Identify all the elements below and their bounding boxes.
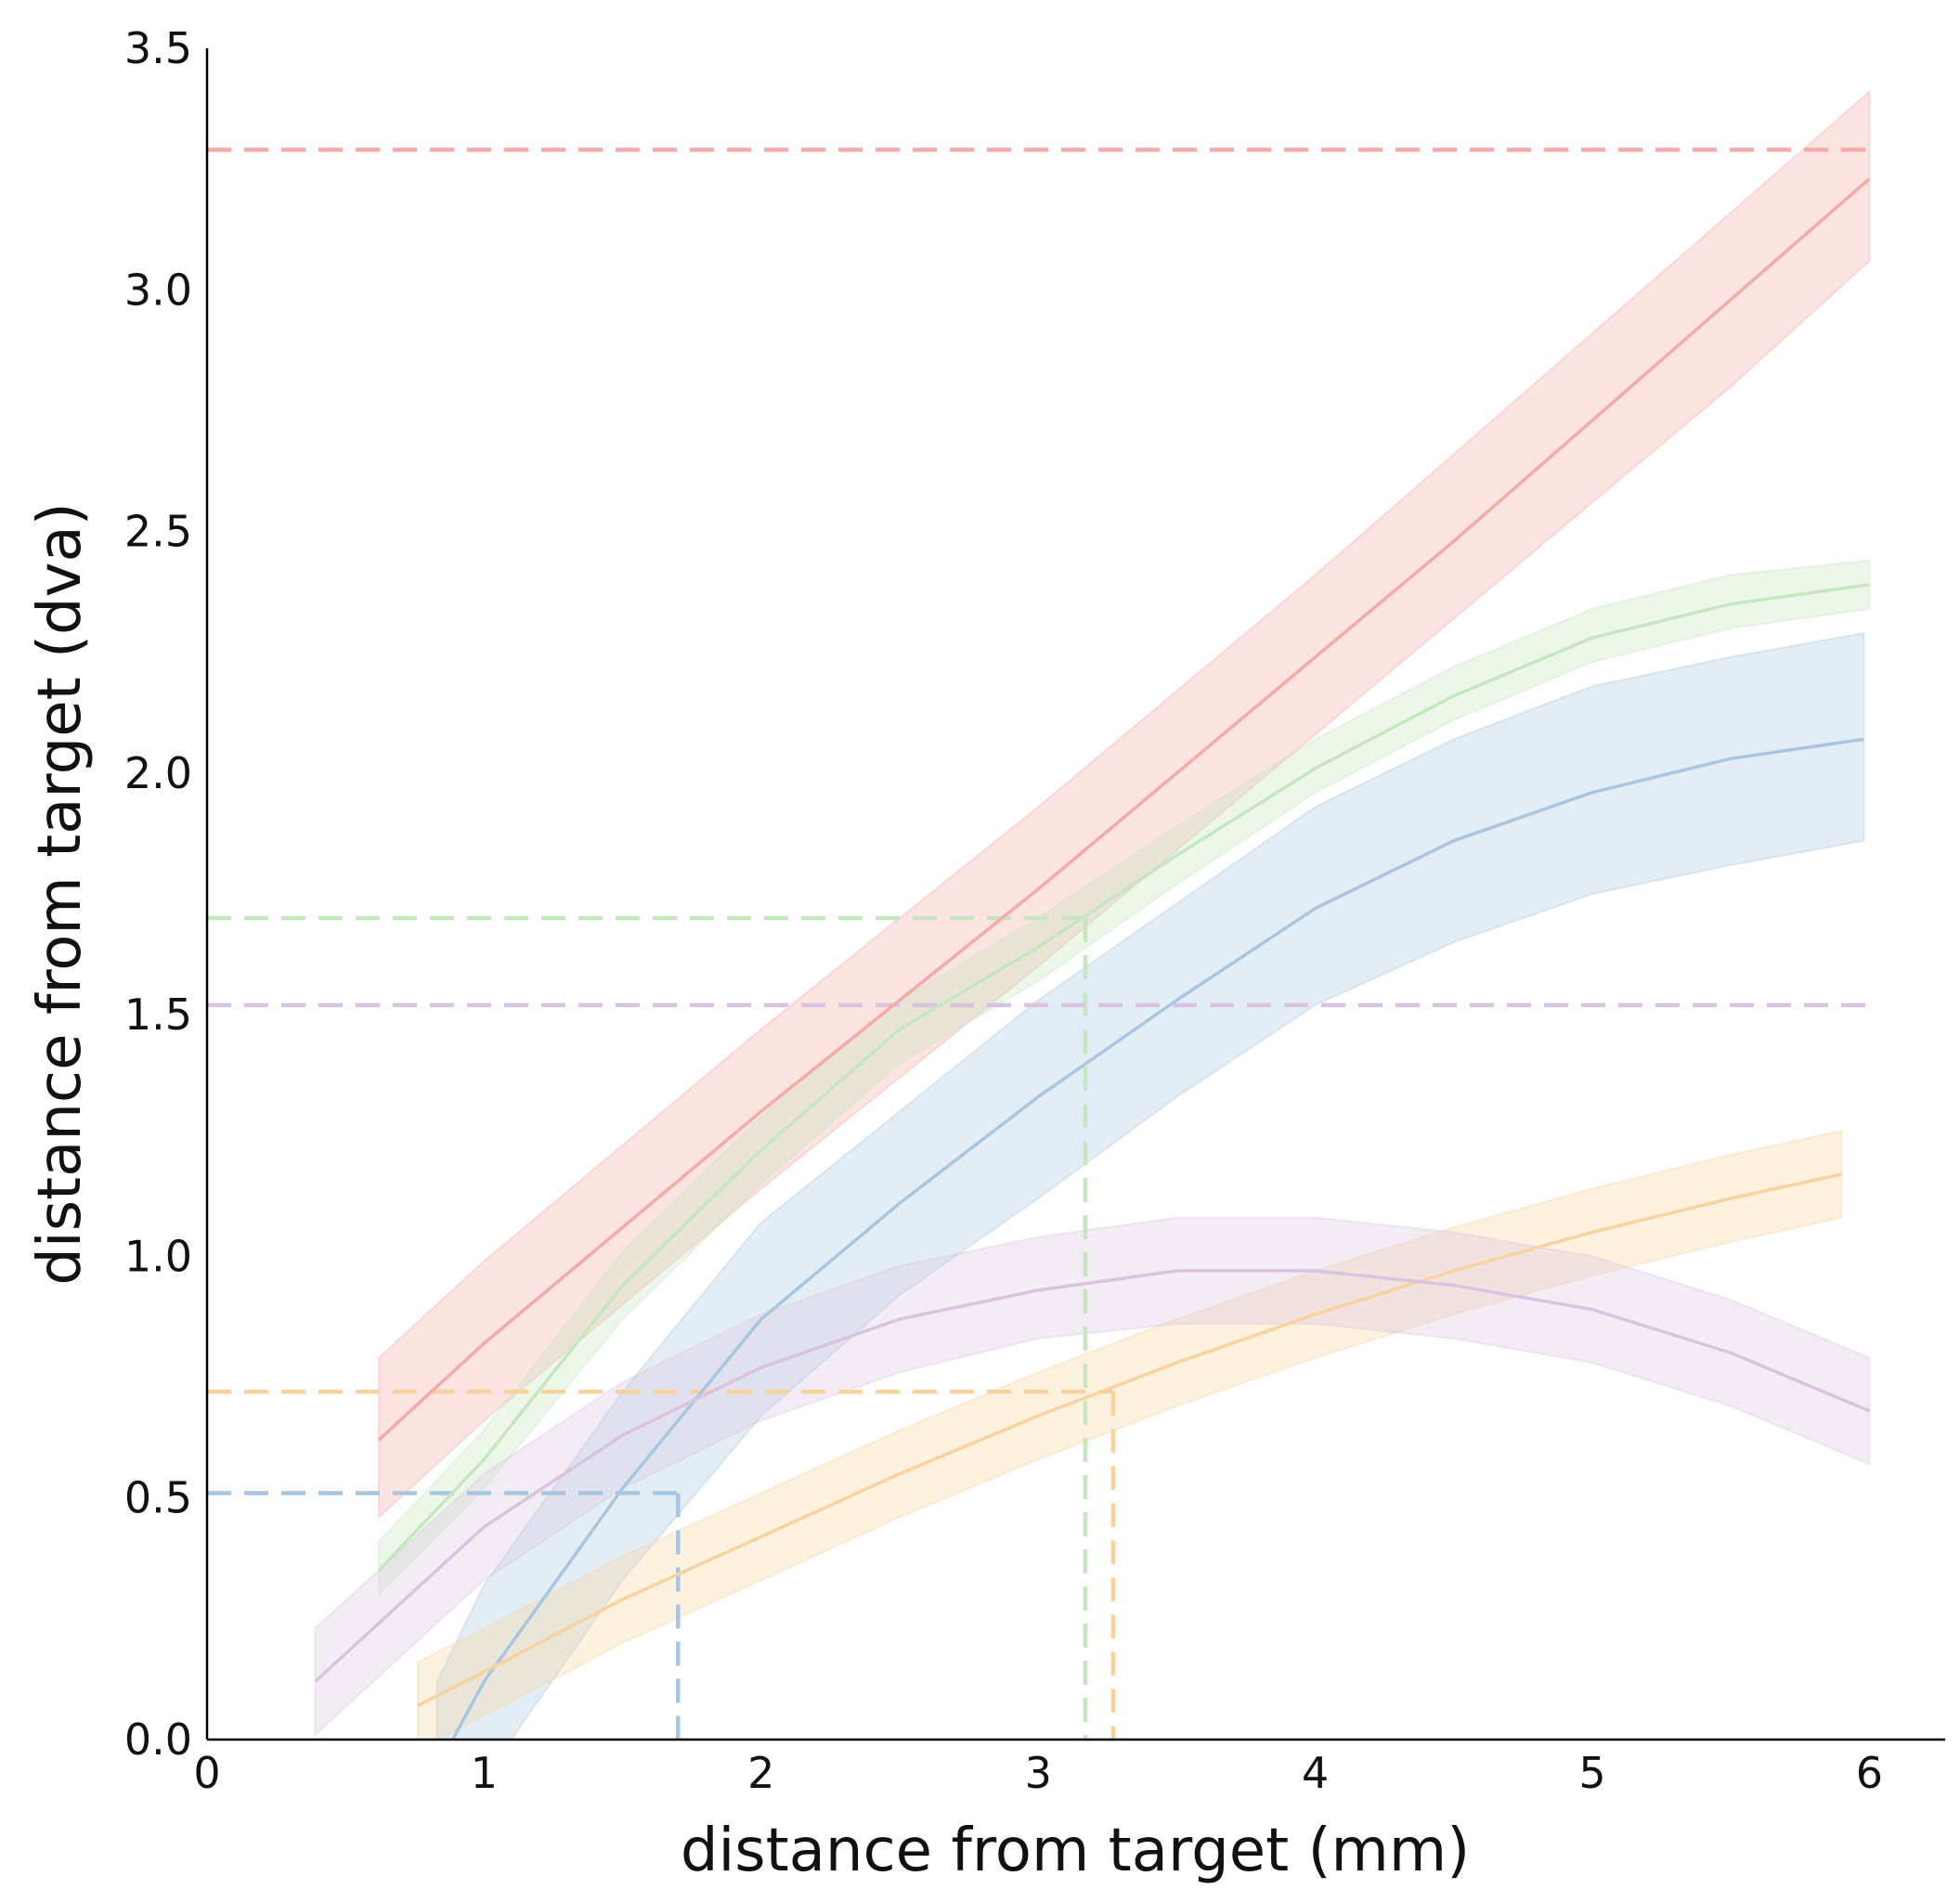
- confidence-bands: [314, 89, 1871, 1740]
- series-3-band: [435, 631, 1865, 1740]
- reference-lines: [207, 148, 1870, 1740]
- x-tick-label: 0: [193, 1748, 220, 1798]
- x-tick-label: 2: [747, 1748, 774, 1798]
- series-3-line: [450, 737, 1864, 1740]
- y-tick-label: 0.5: [124, 1473, 192, 1523]
- y-axis-title: distance from target (dva): [26, 502, 95, 1285]
- x-tick-label: 5: [1578, 1748, 1605, 1798]
- y-tick-label: 0.0: [124, 1714, 192, 1765]
- x-tick-label: 1: [471, 1748, 498, 1798]
- y-tick-label: 3.5: [124, 23, 192, 73]
- y-tick-label: 1.0: [124, 1231, 192, 1281]
- series-5-band: [314, 1216, 1871, 1738]
- x-tick-label: 4: [1302, 1748, 1329, 1798]
- series-1-line: [377, 177, 1871, 1442]
- y-tick-label: 2.0: [124, 748, 192, 798]
- series-lines: [314, 177, 1871, 1740]
- y-tick-label: 1.5: [124, 990, 192, 1040]
- series-2-line: [377, 583, 1870, 1572]
- y-tick-label: 2.5: [124, 507, 192, 557]
- y-tick-labels: 0.0 0.5 1.0 1.5 2.0 2.5 3.0 3.5: [124, 23, 192, 1765]
- y-tick-label: 3.0: [124, 265, 192, 315]
- x-axis-title: distance from target (mm): [681, 1817, 1470, 1885]
- series-5-line: [314, 1269, 1871, 1683]
- x-tick-label: 6: [1856, 1748, 1883, 1798]
- series-4-line: [417, 1172, 1842, 1708]
- axes: [205, 48, 1945, 1741]
- series-4-band: [416, 1129, 1843, 1740]
- x-tick-labels: 0 1 2 3 4 5 6: [193, 1748, 1883, 1798]
- x-tick-label: 3: [1025, 1748, 1052, 1798]
